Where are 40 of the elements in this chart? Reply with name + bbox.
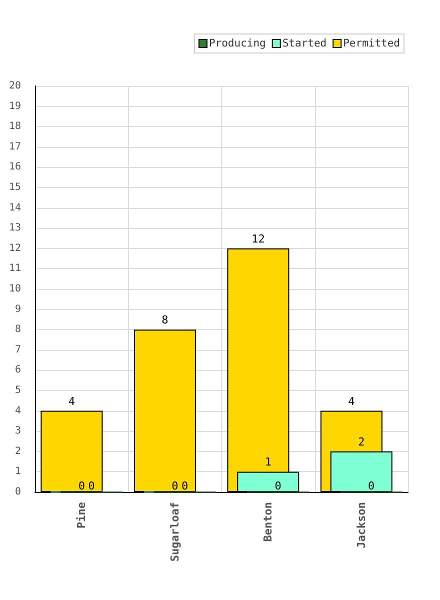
- data-label: 8: [162, 314, 168, 327]
- data-label: 4: [68, 394, 76, 408]
- y-tick-label: 3: [14, 426, 21, 437]
- y-tick-label: 10: [8, 284, 21, 294]
- y-tick-label: 16: [8, 162, 21, 173]
- data-label: 4: [348, 394, 356, 408]
- y-tick-label: 15: [8, 182, 21, 193]
- x-tick-label: Jackson: [354, 502, 368, 548]
- data-label: 12: [252, 232, 265, 246]
- legend-label: Started: [282, 38, 327, 50]
- data-label: 1: [264, 456, 272, 469]
- y-tick-label: 1: [14, 466, 21, 478]
- data-label: 0: [181, 480, 188, 492]
- y-tick-label: 0: [14, 486, 21, 498]
- data-label: 0: [172, 480, 178, 492]
- y-tick-label: 4: [14, 405, 21, 416]
- y-tick-label: 20: [8, 80, 21, 92]
- x-tick-label: Pine: [75, 502, 88, 528]
- y-tick-label: 8: [14, 324, 21, 336]
- y-tick-label: 7: [14, 344, 21, 356]
- x-tick-label: Benton: [262, 502, 275, 542]
- data-label: 0: [274, 480, 282, 492]
- y-tick-label: 13: [8, 222, 21, 234]
- y-tick-label: 5: [14, 385, 21, 396]
- legend-label: Producing: [208, 38, 266, 50]
- y-tick-label: 17: [8, 141, 21, 152]
- y-tick-label: 11: [8, 263, 21, 274]
- y-tick-label: 12: [8, 242, 21, 254]
- data-label: 0: [78, 480, 85, 492]
- y-tick-label: 6: [14, 364, 21, 376]
- x-tick-label: Sugarloaf: [168, 502, 182, 562]
- y-tick-label: 9: [14, 304, 21, 315]
- y-tick-label: 14: [8, 202, 21, 214]
- data-label: 0: [88, 480, 95, 492]
- y-tick-label: 18: [8, 121, 21, 132]
- legend-label: Permitted: [343, 38, 400, 50]
- y-tick-label: 2: [14, 446, 21, 457]
- data-label: 2: [358, 435, 365, 448]
- y-tick-label: 19: [8, 100, 21, 112]
- data-label: 0: [368, 480, 375, 492]
